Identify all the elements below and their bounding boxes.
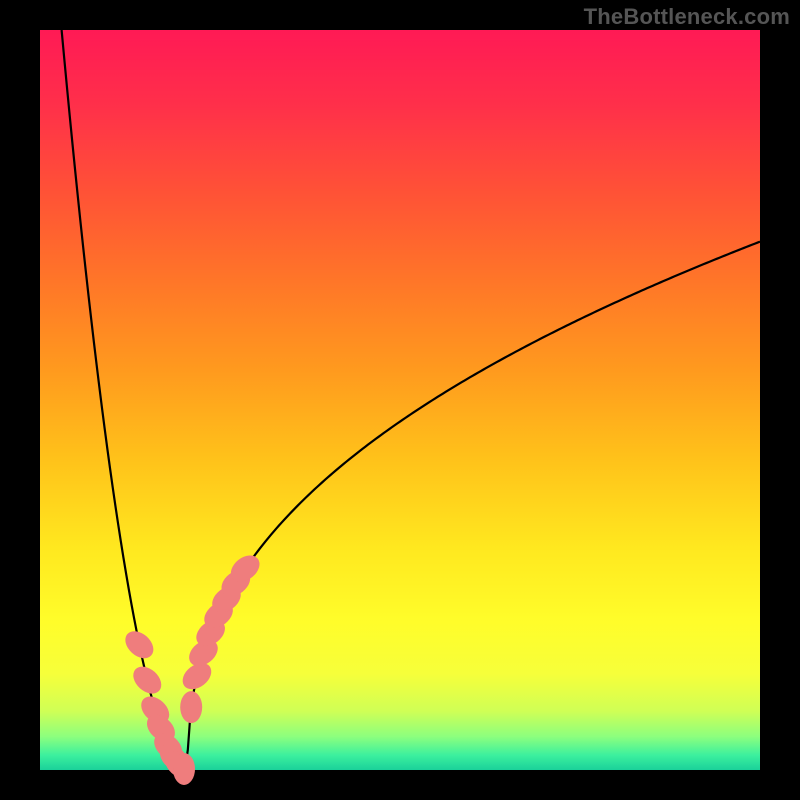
curve-marker (173, 753, 195, 785)
chart-stage: TheBottleneck.com (0, 0, 800, 800)
curve-marker (180, 691, 202, 723)
bottleneck-chart (0, 0, 800, 800)
gradient-background (40, 30, 760, 770)
attribution-text: TheBottleneck.com (584, 4, 790, 30)
